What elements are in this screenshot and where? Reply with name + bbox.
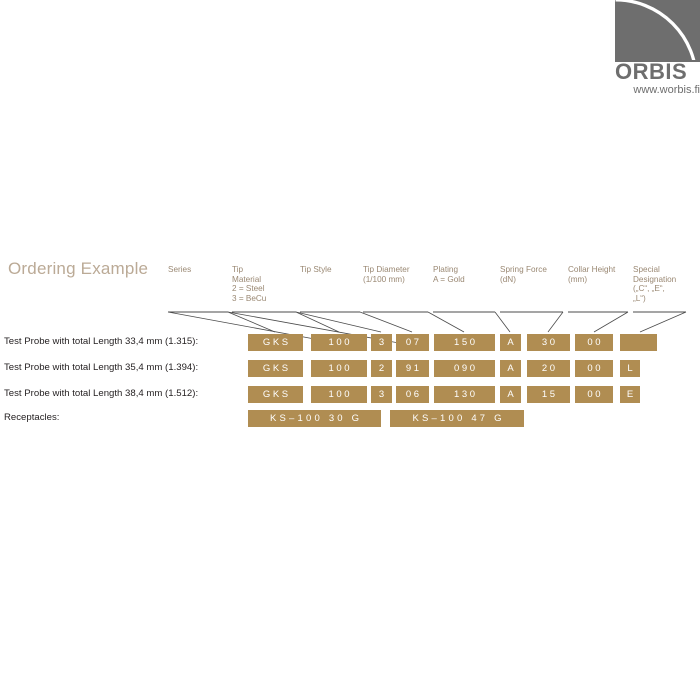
- code-cell: E: [620, 386, 640, 403]
- logo-wordmark: ORBIS: [615, 59, 688, 84]
- code-cell: 130: [434, 386, 495, 403]
- leader-diagonal: [295, 311, 340, 333]
- column-header-tip-diameter: Tip Diameter (1/100 mm): [363, 265, 410, 284]
- code-cell: 100: [311, 386, 367, 403]
- column-header-plating: Plating A = Gold: [433, 265, 465, 284]
- code-cell: GKS: [248, 360, 303, 377]
- page-title: Ordering Example: [8, 259, 149, 278]
- row-label-probe-38-4: Test Probe with total Length 38,4 mm (1.…: [4, 388, 199, 399]
- leader-diagonal: [494, 311, 511, 333]
- code-cell: 00: [575, 360, 613, 377]
- code-cell: A: [500, 360, 521, 377]
- leader-diagonal: [427, 311, 465, 333]
- code-cell: 15: [527, 386, 570, 403]
- code-cell: 2: [371, 360, 392, 377]
- code-cell: 91: [396, 360, 429, 377]
- logo-url: www.worbis.fi: [633, 84, 700, 96]
- code-cell: 090: [434, 360, 495, 377]
- row-label-receptacles: Receptacles:: [4, 412, 60, 423]
- code-cell: 06: [396, 386, 429, 403]
- code-cell: 07: [396, 334, 429, 351]
- leader-diagonal: [593, 311, 629, 333]
- column-header-spring-force: Spring Force (dN): [500, 265, 547, 284]
- logo-arc-icon: [615, 0, 696, 60]
- code-cell: 00: [575, 386, 613, 403]
- column-header-special-designation: Special Designation („C“, „E“, „L“): [633, 265, 677, 303]
- row-label-probe-35-4: Test Probe with total Length 35,4 mm (1.…: [4, 362, 199, 373]
- logo-square-graphic: [615, 0, 700, 62]
- code-cell: GKS: [248, 334, 303, 351]
- leader-diagonal: [227, 311, 276, 333]
- column-header-tip-material: Tip Material 2 = Steel 3 = BeCu: [232, 265, 267, 303]
- leader-diagonal: [547, 311, 564, 333]
- code-cell: 100: [311, 334, 367, 351]
- column-header-collar-height: Collar Height (mm): [568, 265, 616, 284]
- column-header-tip-style: Tip Style: [300, 265, 332, 274]
- code-cell: A: [500, 386, 521, 403]
- code-cell: 3: [371, 334, 392, 351]
- code-cell: 00: [575, 334, 613, 351]
- leader-diagonal: [295, 311, 382, 333]
- leader-diagonal: [639, 311, 687, 333]
- row-label-probe-33-4: Test Probe with total Length 33,4 mm (1.…: [4, 336, 199, 347]
- code-cell: L: [620, 360, 640, 377]
- leader-diagonal: [359, 311, 413, 333]
- orbis-logo: ORBIS www.worbis.fi: [615, 0, 700, 103]
- code-cell: 20: [527, 360, 570, 377]
- code-cell: GKS: [248, 386, 303, 403]
- code-cell: KS–100 30 G: [248, 410, 381, 427]
- code-cell: 3: [371, 386, 392, 403]
- code-cell: A: [500, 334, 521, 351]
- code-cell: 30: [527, 334, 570, 351]
- code-cell: 150: [434, 334, 495, 351]
- code-cell: 100: [311, 360, 367, 377]
- code-cell: KS–100 47 G: [390, 410, 524, 427]
- code-cell: [620, 334, 657, 351]
- column-header-series: Series: [168, 265, 192, 274]
